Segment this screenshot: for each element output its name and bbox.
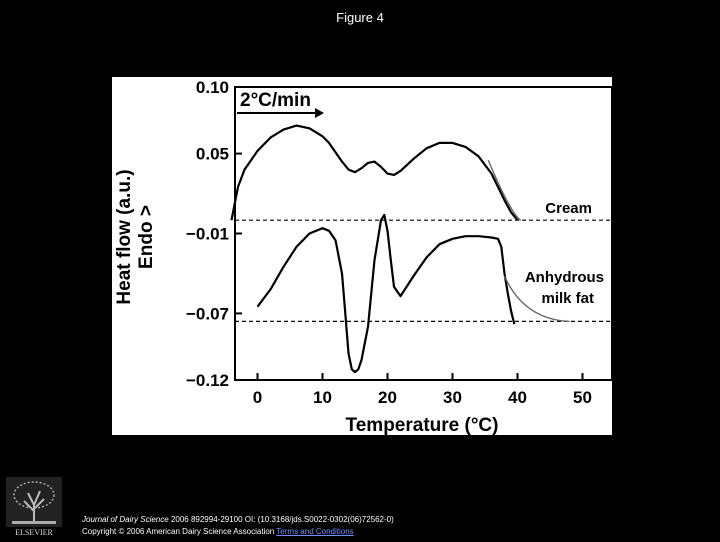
y-tick-label: −0.01: [186, 224, 229, 243]
citation-text: 2006 892994-29100 OI: (10.3168/jds.S0022…: [168, 515, 394, 524]
y-tick-label: 0.10: [196, 78, 229, 97]
y-tick-label: −0.12: [186, 371, 229, 390]
series-line: [230, 124, 519, 221]
x-axis-label: Temperature (°C): [346, 415, 499, 435]
series-label: Cream: [545, 200, 592, 217]
y-axis-label: Heat flow (a.u.): [114, 169, 135, 304]
rate-arrow-head: [315, 108, 324, 118]
elsevier-logo: ELSEVIER: [6, 477, 62, 537]
figure-panel: 0.10 0.05 −0.01 −0.07 −0.12 0 10 20 30 40 50 Temper…: [112, 77, 612, 435]
x-tick-label: 0: [253, 388, 262, 407]
copyright-text: Copyright © 2006 American Dairy Science …: [82, 527, 275, 536]
x-tick-label: 40: [508, 388, 527, 407]
rate-annotation: 2°C/min: [240, 90, 311, 111]
terms-link[interactable]: Terms and Conditions: [276, 527, 354, 536]
series-label: milk fat: [541, 290, 594, 307]
x-tick-label: 30: [443, 388, 462, 407]
y-tick-label: 0.05: [196, 145, 229, 164]
footer: Journal of Dairy Science 2006 892994-291…: [82, 514, 394, 538]
x-tick-label: 20: [378, 388, 397, 407]
series-label: Anhydrous: [525, 269, 604, 286]
endo-label: Endo >: [136, 205, 157, 269]
x-tick-label: 10: [313, 388, 332, 407]
citation-line: Journal of Dairy Science 2006 892994-291…: [82, 514, 394, 526]
x-tick-label: 50: [573, 388, 592, 407]
journal-name: Journal of Dairy Science: [82, 515, 169, 524]
cream-tail: [487, 159, 522, 221]
y-tick-label: −0.07: [186, 304, 229, 323]
dsc-chart: 0.10 0.05 −0.01 −0.07 −0.12 0 10 20 30 40 50 Temper…: [114, 78, 612, 435]
plot-frame: [234, 86, 612, 381]
milkfat-tail: [503, 275, 570, 323]
series-line: [256, 213, 516, 374]
copyright-line: Copyright © 2006 American Dairy Science …: [82, 526, 394, 538]
slide-title: Figure 4: [336, 10, 384, 25]
svg-text:ELSEVIER: ELSEVIER: [15, 528, 53, 537]
